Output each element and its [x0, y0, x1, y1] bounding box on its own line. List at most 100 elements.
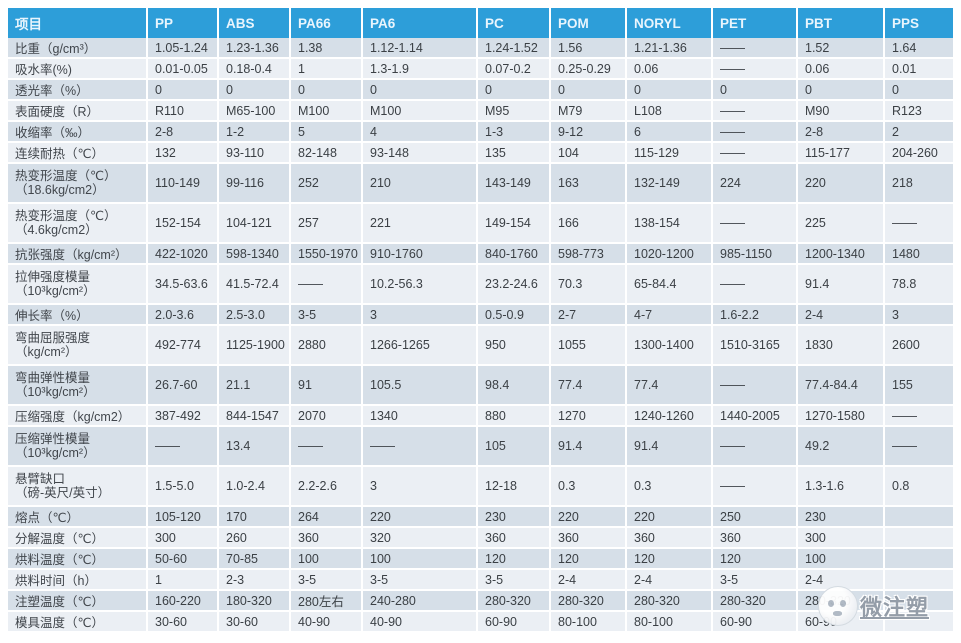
cell: 0.06: [625, 58, 712, 80]
cell: 110-149: [146, 163, 218, 204]
cell: M90: [796, 100, 884, 122]
cell: 65-84.4: [625, 264, 712, 305]
cell: 220: [549, 506, 626, 528]
cell: [883, 611, 953, 633]
cell: 135: [476, 142, 550, 164]
row-label: 烘料温度（℃）: [8, 548, 147, 570]
table-row: 弯曲弹性模量 （10³kg/cm²） 26.7-60 21.1 91 105.5 98.4 7…: [8, 365, 953, 406]
column-header-pbt: PBT: [796, 8, 884, 38]
cell: 132: [146, 142, 218, 164]
table-row: 伸长率（%） 2.0-3.6 2.5-3.0 3-5 3 0.5-0.9 2-7 4-7 1.6…: [8, 304, 953, 326]
cell: 0: [549, 79, 626, 101]
cell: 1.3-1.6: [796, 466, 884, 507]
row-label: 吸水率(%): [8, 58, 147, 80]
cell: 985-1150: [711, 243, 797, 265]
cell: M100: [289, 100, 362, 122]
cell: 204-260: [883, 142, 953, 164]
cell: 10.2-56.3: [361, 264, 477, 305]
cell: 105: [476, 426, 550, 467]
cell: ——: [711, 466, 797, 507]
cell: 105.5: [361, 365, 477, 406]
cell: 115-177: [796, 142, 884, 164]
cell: 910-1760: [361, 243, 477, 265]
cell: 0.07-0.2: [476, 58, 550, 80]
cell: 80-100: [625, 611, 712, 633]
column-header-pet: PET: [711, 8, 797, 38]
cell: 6: [625, 121, 712, 143]
cell: 230: [476, 506, 550, 528]
cell: 280左右: [289, 590, 362, 612]
row-label: 透光率（%）: [8, 79, 147, 101]
cell: 360: [476, 527, 550, 549]
cell: 2-4: [796, 569, 884, 591]
cell: 0.5-0.9: [476, 304, 550, 326]
cell: 2-4: [625, 569, 712, 591]
cell: 77.4: [549, 365, 626, 406]
cell: 77.4: [625, 365, 712, 406]
cell: 1480: [883, 243, 953, 265]
cell: 12-18: [476, 466, 550, 507]
column-header-abs: ABS: [217, 8, 290, 38]
column-header-pps: PPS: [883, 8, 953, 38]
cell: 360: [625, 527, 712, 549]
cell: 1340: [361, 405, 477, 427]
cell: 70.3: [549, 264, 626, 305]
table-row: 模具温度（℃） 30-60 30-60 40-90 40-90 60-90 80-100 80…: [8, 611, 953, 633]
cell: 1.6-2.2: [711, 304, 797, 326]
cell: ——: [711, 142, 797, 164]
cell: 492-774: [146, 325, 218, 366]
cell: 152-154: [146, 203, 218, 244]
cell: 220: [361, 506, 477, 528]
cell: ——: [883, 405, 953, 427]
cell: 3-5: [476, 569, 550, 591]
cell: 91.4: [549, 426, 626, 467]
cell: 40-90: [361, 611, 477, 633]
table-row: 烘料温度（℃） 50-60 70-85 100 100 120 120 120 120 100: [8, 548, 953, 570]
cell: ——: [883, 426, 953, 467]
cell: 1.5-5.0: [146, 466, 218, 507]
cell: 0.01-0.05: [146, 58, 218, 80]
cell: 2.2-2.6: [289, 466, 362, 507]
cell: ——: [711, 264, 797, 305]
cell: 104: [549, 142, 626, 164]
cell: 840-1760: [476, 243, 550, 265]
cell: 120: [549, 548, 626, 570]
cell: 2-4: [549, 569, 626, 591]
column-header-pom: POM: [549, 8, 626, 38]
table-row: 烘料时间（h） 1 2-3 3-5 3-5 3-5 2-4 2-4 3-5 2-4: [8, 569, 953, 591]
cell: 260: [217, 527, 290, 549]
cell: 100: [361, 548, 477, 570]
table-row: 悬臂缺口 （磅-英尺/英寸） 1.5-5.0 1.0-2.4 2.2-2.6 3 12-18…: [8, 466, 953, 507]
cell: 120: [625, 548, 712, 570]
cell: 300: [796, 527, 884, 549]
cell: 0.25-0.29: [549, 58, 626, 80]
cell: 60-90: [476, 611, 550, 633]
cell: 91: [289, 365, 362, 406]
cell: 105-120: [146, 506, 218, 528]
cell: 1055: [549, 325, 626, 366]
cell: [883, 590, 953, 612]
cell: 1.23-1.36: [217, 38, 290, 59]
cell: 2600: [883, 325, 953, 366]
cell: 387-492: [146, 405, 218, 427]
cell: 1.21-1.36: [625, 38, 712, 59]
cell: 120: [476, 548, 550, 570]
cell: 1: [146, 569, 218, 591]
cell: 93-148: [361, 142, 477, 164]
cell: ——: [289, 426, 362, 467]
header-row: 项目 PP ABS PA66 PA6 PC POM NORYL PET PBT PPS: [8, 8, 953, 38]
cell: 0: [711, 79, 797, 101]
cell: 598-773: [549, 243, 626, 265]
cell: ——: [711, 121, 797, 143]
cell: ——: [711, 426, 797, 467]
cell: 300: [146, 527, 218, 549]
table-row: 比重（g/cm³） 1.05-1.24 1.23-1.36 1.38 1.12-1.14…: [8, 38, 953, 59]
row-label: 分解温度（℃）: [8, 527, 147, 549]
table-row: 表面硬度（R） R110 M65-100 M100 M100 M95 M79 L108 —— M9…: [8, 100, 953, 122]
cell: 26.7-60: [146, 365, 218, 406]
table-row: 连续耐热（℃） 132 93-110 82-148 93-148 135 104 115-12…: [8, 142, 953, 164]
cell: 1440-2005: [711, 405, 797, 427]
cell: ——: [146, 426, 218, 467]
cell: 60-90: [711, 611, 797, 633]
